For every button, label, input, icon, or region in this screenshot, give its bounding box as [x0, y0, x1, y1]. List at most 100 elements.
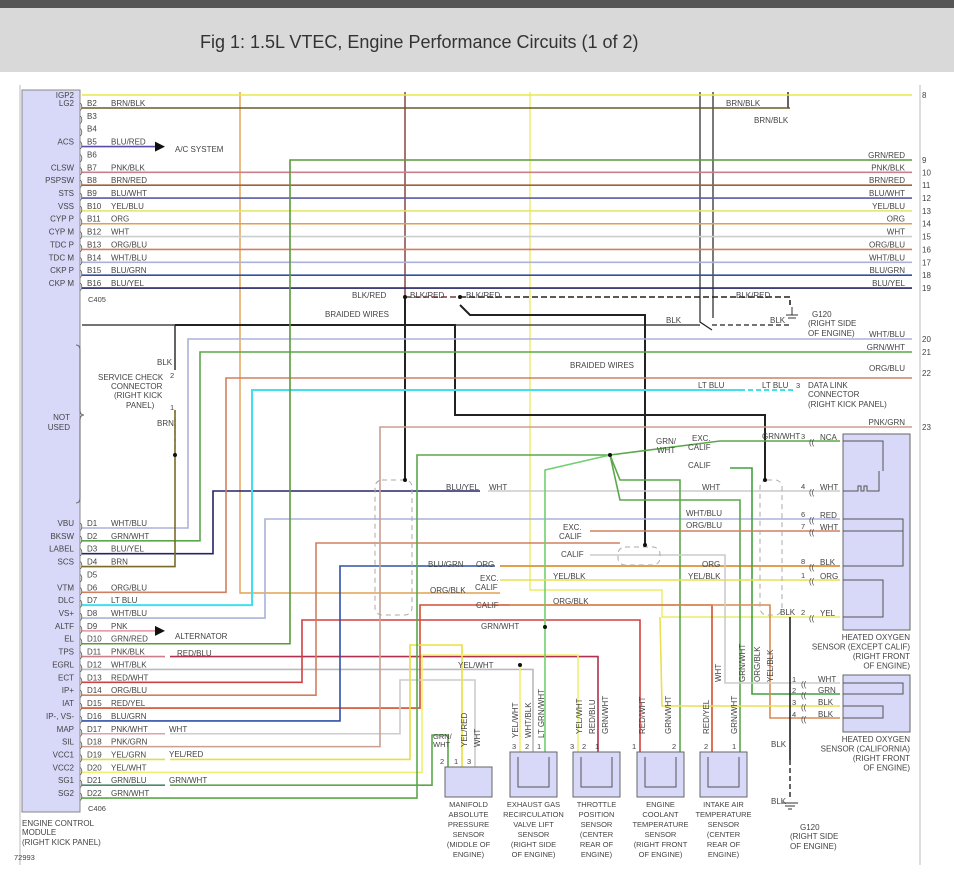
ecm-pin-wire-color: BLU/GRN	[111, 266, 147, 275]
ground-icon	[786, 307, 798, 319]
ecm-pin-function: CYP M	[49, 228, 75, 237]
terminal-wire-color: YEL/BLU	[872, 202, 905, 211]
ecm-pin-number: D3	[87, 545, 98, 554]
g120-bottom-2: (RIGHT SIDE	[790, 832, 838, 841]
ecm-pin-number: D21	[87, 776, 102, 785]
sensor-name: SENSOR	[453, 830, 485, 839]
ecm-pin-function: CKP M	[49, 279, 75, 288]
ecm-name-1: ENGINE CONTROL	[22, 819, 95, 828]
wire	[170, 644, 463, 767]
ecm-pin-wire-color: WHT/BLU	[111, 609, 147, 618]
exc-calif-label: CALIF	[688, 443, 711, 452]
wire	[609, 454, 681, 755]
ecm-pin-function: STS	[58, 189, 74, 198]
wire	[170, 679, 476, 767]
wire	[82, 159, 912, 645]
wire	[590, 554, 840, 684]
o2-pin-wire: NCA	[820, 433, 838, 442]
wire-label: GRN/WHT	[601, 696, 610, 734]
terminal-number: 12	[922, 194, 931, 203]
pin-number: 4	[801, 482, 805, 491]
wire-label: WHT	[489, 483, 507, 492]
pin-number: 2	[582, 742, 586, 751]
ecm-pin-wire-color: BLU/GRN	[111, 712, 147, 721]
pin-bracket: )	[80, 561, 83, 570]
ecm-pin-number: D6	[87, 583, 98, 592]
wire	[459, 304, 646, 545]
wire-label: BLK	[666, 316, 682, 325]
ecm-name-2: MODULE	[22, 828, 56, 837]
wire	[82, 490, 480, 555]
sensor-name: THROTTLE	[577, 800, 617, 809]
wire-label: BLK/RED	[736, 291, 770, 300]
wire	[609, 454, 741, 755]
sensor-name: (RIGHT SIDE	[511, 840, 556, 849]
pin-bracket: )	[80, 702, 83, 711]
wire-label: WHT	[702, 483, 720, 492]
terminal-number: 9	[922, 156, 927, 165]
pin-number: 3	[570, 742, 574, 751]
ecm-pin-function: IAT	[62, 699, 74, 708]
ecm-pin-number: B2	[87, 99, 97, 108]
o2-exc-name: SENSOR (EXCEPT CALIF)	[812, 643, 910, 652]
ecm-pin-function: EL	[64, 635, 74, 644]
sensor-name: RECIRCULATION	[503, 810, 564, 819]
arrow-icon	[155, 625, 165, 636]
wire-label: WHT	[433, 740, 450, 749]
pin-number: 3	[467, 757, 471, 766]
connector-icon: ((	[801, 703, 807, 712]
o2-pin-wire: WHT	[820, 523, 838, 532]
pin-number: 1	[801, 571, 805, 580]
ecm-pin-function: CKP P	[50, 266, 74, 275]
wire-label: YEL/WHT	[575, 698, 584, 734]
ecm-pin-wire-color: ORG/BLU	[111, 240, 147, 249]
calif-label: CALIF	[688, 461, 711, 470]
ecm-pin-function: IP+	[62, 686, 75, 695]
sensor-name: ENGINE)	[581, 850, 613, 859]
not-used-brace	[75, 344, 85, 504]
figure-number: 72993	[14, 853, 35, 862]
sensor-element-icon	[644, 757, 677, 788]
pin-bracket: )	[80, 256, 83, 265]
wire	[529, 92, 840, 618]
pin-bracket: )	[80, 779, 83, 788]
connector-icon: ((	[809, 488, 815, 497]
pin-number: 2	[170, 371, 174, 380]
wire-label: WHT	[714, 664, 723, 682]
pin-bracket: )	[80, 192, 83, 201]
wire	[730, 467, 840, 695]
g120-bottom-1: G120	[800, 823, 820, 832]
connector-icon: ((	[801, 691, 807, 700]
terminal-wire-color: WHT	[887, 228, 905, 237]
connector-c405: C405	[88, 295, 106, 304]
ecm-pin-number: D5	[87, 570, 98, 579]
wire	[82, 389, 740, 607]
wire	[82, 518, 840, 619]
pin-number: 1	[537, 742, 541, 751]
exc-calif-label: CALIF	[559, 532, 582, 541]
components: 3 NCA ((4 WHT ((6 RED ((7 WHT ((8 BLK ((1 ORG ((2 YEL…	[440, 432, 911, 859]
wire-label: BLK/RED	[410, 291, 444, 300]
service-check-name-2: CONNECTOR	[111, 382, 163, 391]
sensor-name: MANIFOLD	[449, 800, 488, 809]
wire-label: BLK/RED	[352, 291, 386, 300]
ecm-pin-function: SG2	[58, 789, 75, 798]
o2-pin-wire: WHT	[818, 675, 836, 684]
connector-icon: ((	[801, 680, 807, 689]
connector-icon: ((	[809, 614, 815, 623]
pin-number: 1	[632, 742, 636, 751]
sensor-tps	[572, 751, 621, 798]
wire	[510, 604, 840, 719]
ecm-pin-number: D22	[87, 789, 102, 798]
sensor-name: SENSOR	[645, 830, 677, 839]
ecm-pin-wire-color: YEL/BLU	[111, 202, 144, 211]
sensor-name: ENGINE)	[708, 850, 740, 859]
o2-calif-name: HEATED OXYGEN	[842, 735, 911, 744]
wire-label: ORG/BLK	[553, 597, 589, 606]
o2-pin-wire: WHT	[820, 483, 838, 492]
ecm-pin-function: ALTF	[55, 622, 74, 631]
terminal-wire-color: ORG/BLU	[869, 240, 905, 249]
ecm-pin-function: TPS	[58, 648, 74, 657]
sensor-iat	[699, 751, 748, 798]
ecm-pin-number: B10	[87, 202, 102, 211]
